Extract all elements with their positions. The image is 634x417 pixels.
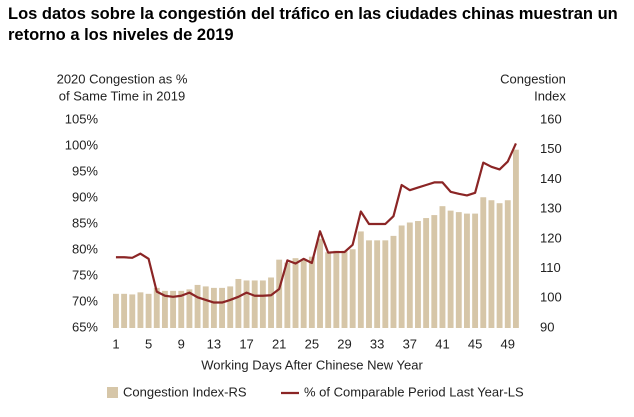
y2-tick-label: 150	[540, 141, 562, 156]
bar	[504, 200, 511, 328]
y-tick-label: 65%	[72, 319, 98, 334]
bar	[186, 289, 193, 328]
y2-axis-label: Index	[534, 88, 566, 103]
bar	[178, 290, 185, 328]
x-tick-label: 49	[501, 336, 515, 351]
y2-axis-label: Congestion	[500, 71, 566, 86]
x-tick-label: 5	[145, 336, 152, 351]
bar	[251, 280, 258, 328]
chart-title: Los datos sobre la congestión del tráfic…	[8, 5, 618, 44]
bar	[300, 259, 307, 328]
y-tick-label: 100%	[65, 137, 99, 152]
bar	[170, 290, 177, 328]
bar	[406, 222, 413, 328]
bar	[496, 203, 503, 328]
bar	[227, 286, 234, 328]
bar	[308, 256, 315, 328]
bar	[113, 293, 119, 328]
bar	[423, 218, 430, 328]
bar	[121, 293, 128, 328]
legend-label: Congestion Index-RS	[123, 384, 247, 399]
bar	[349, 249, 356, 328]
y-tick-label: 90%	[72, 189, 98, 204]
bar	[357, 231, 364, 328]
bar	[464, 213, 470, 328]
line	[115, 142, 517, 304]
x-tick-label: 21	[272, 336, 286, 351]
bar	[488, 200, 495, 328]
y2-tick-label: 160	[540, 111, 562, 126]
y2-tick-label: 90	[540, 319, 554, 334]
bar	[398, 225, 405, 328]
bar	[292, 258, 299, 328]
bar	[243, 280, 250, 328]
bar	[153, 287, 160, 328]
bar	[145, 293, 152, 328]
bar	[259, 280, 266, 328]
legend-swatch	[107, 387, 118, 398]
y-tick-label: 95%	[72, 163, 98, 178]
bar	[219, 287, 225, 328]
y2-tick-label: 130	[540, 201, 562, 216]
bar	[472, 213, 479, 328]
bar	[431, 215, 438, 328]
x-tick-label: 37	[403, 336, 417, 351]
y2-tick-label: 120	[540, 230, 562, 245]
bar	[382, 240, 389, 328]
x-tick-label: 25	[305, 336, 319, 351]
y-tick-label: 85%	[72, 215, 98, 230]
x-tick-label: 13	[207, 336, 221, 351]
bar	[268, 277, 274, 328]
bar	[129, 294, 136, 328]
bar	[333, 250, 340, 328]
bar	[415, 221, 421, 328]
bar	[341, 250, 348, 328]
bar	[512, 149, 519, 328]
bar	[137, 292, 144, 328]
bar	[480, 197, 487, 328]
bar	[374, 240, 381, 328]
x-tick-label: 45	[468, 336, 482, 351]
bar	[439, 206, 446, 328]
bar	[447, 210, 454, 328]
y2-tick-label: 110	[540, 260, 561, 275]
bar	[161, 290, 168, 328]
bar	[390, 235, 397, 328]
bar	[317, 238, 323, 328]
bar	[366, 240, 372, 328]
y-tick-label: 70%	[72, 293, 98, 308]
y-axis-label: of Same Time in 2019	[59, 88, 185, 103]
x-axis-label: Working Days After Chinese New Year	[201, 357, 423, 372]
y2-tick-label: 100	[540, 290, 562, 305]
x-tick-label: 17	[239, 336, 253, 351]
bar	[455, 212, 462, 328]
x-tick-label: 9	[178, 336, 185, 351]
legend-label: % of Comparable Period Last Year-LS	[304, 384, 524, 399]
x-tick-label: 29	[337, 336, 351, 351]
y-tick-label: 105%	[65, 111, 99, 126]
y-tick-label: 80%	[72, 241, 98, 256]
bar	[194, 284, 201, 328]
x-tick-label: 33	[370, 336, 384, 351]
bar	[202, 286, 209, 328]
y-tick-label: 75%	[72, 267, 98, 282]
bar	[235, 278, 242, 328]
y-axis-label: 2020 Congestion as %	[57, 71, 188, 86]
bar	[325, 252, 332, 328]
bar	[210, 287, 217, 328]
y2-tick-label: 140	[540, 171, 562, 186]
bar	[284, 262, 291, 328]
bar	[276, 259, 283, 328]
x-tick-label: 1	[112, 336, 119, 351]
x-tick-label: 41	[435, 336, 449, 351]
